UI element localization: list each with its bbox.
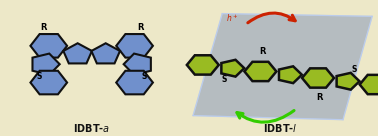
Text: R: R — [259, 47, 266, 56]
Polygon shape — [193, 14, 372, 120]
Polygon shape — [360, 75, 378, 94]
Text: R: R — [317, 93, 323, 102]
Text: S: S — [141, 72, 147, 81]
Polygon shape — [337, 73, 359, 90]
Text: S: S — [221, 75, 226, 84]
Polygon shape — [33, 54, 60, 75]
Text: R: R — [137, 23, 143, 32]
Polygon shape — [187, 55, 219, 75]
Text: R: R — [40, 23, 46, 32]
Text: S: S — [352, 65, 357, 74]
Polygon shape — [64, 43, 92, 63]
Text: S: S — [36, 72, 42, 81]
Text: IDBT-$\it{a}$: IDBT-$\it{a}$ — [73, 122, 110, 134]
Polygon shape — [302, 68, 334, 88]
Polygon shape — [31, 34, 67, 58]
Polygon shape — [124, 54, 151, 75]
Text: $h^+$: $h^+$ — [226, 12, 238, 24]
Polygon shape — [116, 71, 153, 94]
Polygon shape — [31, 71, 67, 94]
Polygon shape — [91, 43, 120, 63]
Polygon shape — [245, 62, 276, 81]
Polygon shape — [279, 66, 302, 83]
Text: IDBT-$\it{l}$: IDBT-$\it{l}$ — [263, 122, 298, 134]
Polygon shape — [222, 60, 244, 77]
Polygon shape — [116, 34, 153, 58]
